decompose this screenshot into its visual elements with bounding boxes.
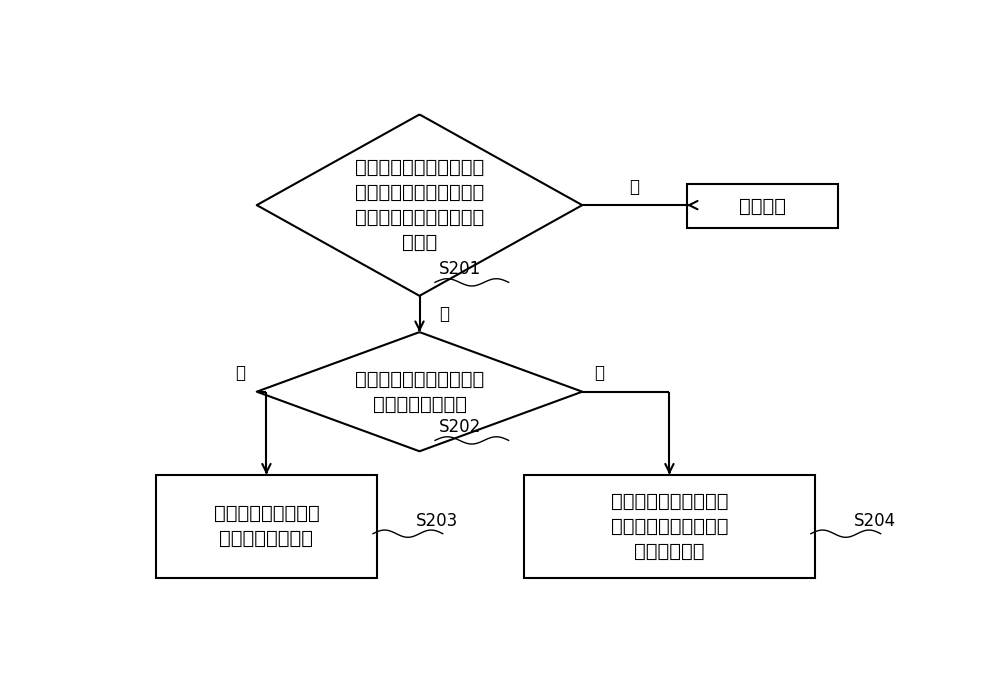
Text: S204: S204 bbox=[854, 511, 896, 530]
Bar bbox=[156, 474, 377, 578]
Bar bbox=[524, 474, 815, 578]
Text: 判断发生变化的会话表项
是否已被批量备份: 判断发生变化的会话表项 是否已被批量备份 bbox=[355, 369, 484, 414]
Text: 不作处理: 不作处理 bbox=[739, 197, 786, 216]
Text: 是: 是 bbox=[235, 364, 245, 382]
Text: 等待批量备份进程对所
述发生变化的会话表项
进行批量备份: 等待批量备份进程对所 述发生变化的会话表项 进行批量备份 bbox=[611, 492, 728, 561]
Text: 是: 是 bbox=[439, 305, 449, 323]
Text: 否: 否 bbox=[630, 178, 640, 196]
Text: S202: S202 bbox=[439, 418, 481, 435]
Bar bbox=[687, 184, 838, 228]
Text: 将发生变化的会话表
项备份至备份设备: 将发生变化的会话表 项备份至备份设备 bbox=[214, 505, 319, 548]
Text: S201: S201 bbox=[439, 260, 481, 278]
Text: S203: S203 bbox=[416, 511, 458, 530]
Text: 当监测到会话列表中的会
话表项发生变化时，判断
自身是否处于会话备份连
接状态: 当监测到会话列表中的会 话表项发生变化时，判断 自身是否处于会话备份连 接状态 bbox=[355, 158, 484, 252]
Text: 否: 否 bbox=[594, 364, 604, 382]
